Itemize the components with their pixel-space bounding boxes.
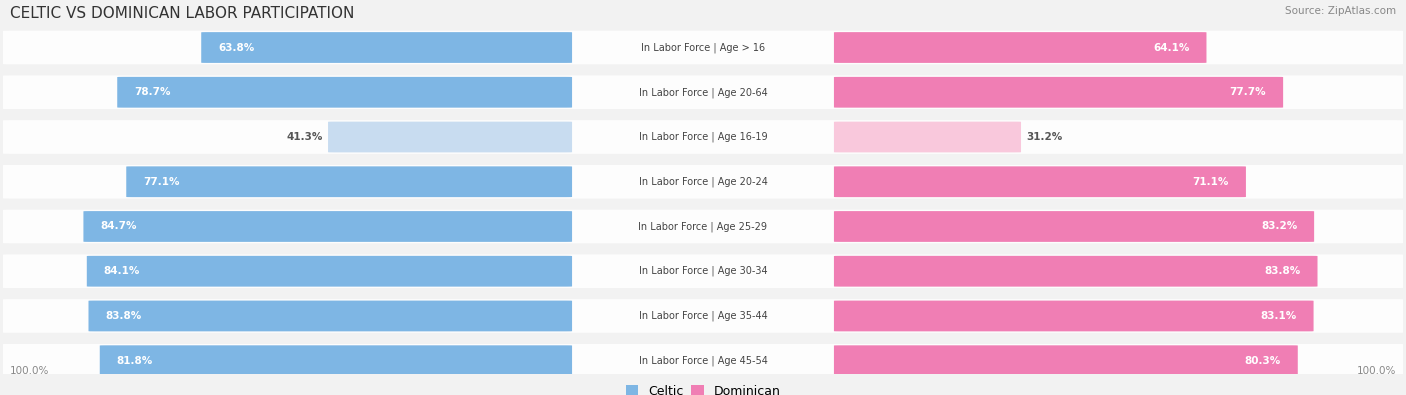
Text: 77.1%: 77.1% bbox=[143, 177, 180, 187]
Text: 83.8%: 83.8% bbox=[1264, 266, 1301, 276]
FancyBboxPatch shape bbox=[117, 77, 572, 108]
FancyBboxPatch shape bbox=[834, 32, 1206, 63]
Text: In Labor Force | Age 30-34: In Labor Force | Age 30-34 bbox=[638, 266, 768, 276]
FancyBboxPatch shape bbox=[3, 165, 1403, 199]
Text: In Labor Force | Age 20-64: In Labor Force | Age 20-64 bbox=[638, 87, 768, 98]
Text: 71.1%: 71.1% bbox=[1192, 177, 1229, 187]
Text: 84.7%: 84.7% bbox=[100, 222, 136, 231]
Text: 78.7%: 78.7% bbox=[134, 87, 170, 97]
Text: 84.1%: 84.1% bbox=[104, 266, 141, 276]
FancyBboxPatch shape bbox=[834, 211, 1315, 242]
FancyBboxPatch shape bbox=[834, 77, 1284, 108]
Text: Source: ZipAtlas.com: Source: ZipAtlas.com bbox=[1285, 6, 1396, 16]
Text: 83.2%: 83.2% bbox=[1261, 222, 1298, 231]
Text: 100.0%: 100.0% bbox=[10, 365, 49, 376]
FancyBboxPatch shape bbox=[3, 210, 1403, 243]
FancyBboxPatch shape bbox=[834, 122, 1021, 152]
FancyBboxPatch shape bbox=[328, 122, 572, 152]
FancyBboxPatch shape bbox=[834, 345, 1298, 376]
FancyBboxPatch shape bbox=[3, 344, 1403, 378]
FancyBboxPatch shape bbox=[3, 120, 1403, 154]
FancyBboxPatch shape bbox=[3, 299, 1403, 333]
Text: 64.1%: 64.1% bbox=[1153, 43, 1189, 53]
Text: 83.1%: 83.1% bbox=[1261, 311, 1296, 321]
Text: 100.0%: 100.0% bbox=[1357, 365, 1396, 376]
Legend: Celtic, Dominican: Celtic, Dominican bbox=[626, 385, 780, 395]
Text: In Labor Force | Age 45-54: In Labor Force | Age 45-54 bbox=[638, 356, 768, 366]
Text: In Labor Force | Age > 16: In Labor Force | Age > 16 bbox=[641, 42, 765, 53]
FancyBboxPatch shape bbox=[834, 301, 1313, 331]
FancyBboxPatch shape bbox=[834, 256, 1317, 287]
FancyBboxPatch shape bbox=[834, 166, 1246, 197]
Text: 63.8%: 63.8% bbox=[218, 43, 254, 53]
FancyBboxPatch shape bbox=[89, 301, 572, 331]
Text: 81.8%: 81.8% bbox=[117, 356, 153, 366]
Text: In Labor Force | Age 20-24: In Labor Force | Age 20-24 bbox=[638, 177, 768, 187]
FancyBboxPatch shape bbox=[201, 32, 572, 63]
Text: In Labor Force | Age 25-29: In Labor Force | Age 25-29 bbox=[638, 221, 768, 232]
FancyBboxPatch shape bbox=[87, 256, 572, 287]
Text: CELTIC VS DOMINICAN LABOR PARTICIPATION: CELTIC VS DOMINICAN LABOR PARTICIPATION bbox=[10, 6, 354, 21]
Text: 80.3%: 80.3% bbox=[1244, 356, 1281, 366]
Text: 77.7%: 77.7% bbox=[1230, 87, 1267, 97]
FancyBboxPatch shape bbox=[83, 211, 572, 242]
Text: 41.3%: 41.3% bbox=[285, 132, 322, 142]
Text: 31.2%: 31.2% bbox=[1026, 132, 1063, 142]
Text: 83.8%: 83.8% bbox=[105, 311, 142, 321]
FancyBboxPatch shape bbox=[3, 254, 1403, 288]
Text: In Labor Force | Age 35-44: In Labor Force | Age 35-44 bbox=[638, 311, 768, 321]
FancyBboxPatch shape bbox=[100, 345, 572, 376]
Text: In Labor Force | Age 16-19: In Labor Force | Age 16-19 bbox=[638, 132, 768, 142]
FancyBboxPatch shape bbox=[3, 31, 1403, 64]
FancyBboxPatch shape bbox=[3, 75, 1403, 109]
FancyBboxPatch shape bbox=[127, 166, 572, 197]
